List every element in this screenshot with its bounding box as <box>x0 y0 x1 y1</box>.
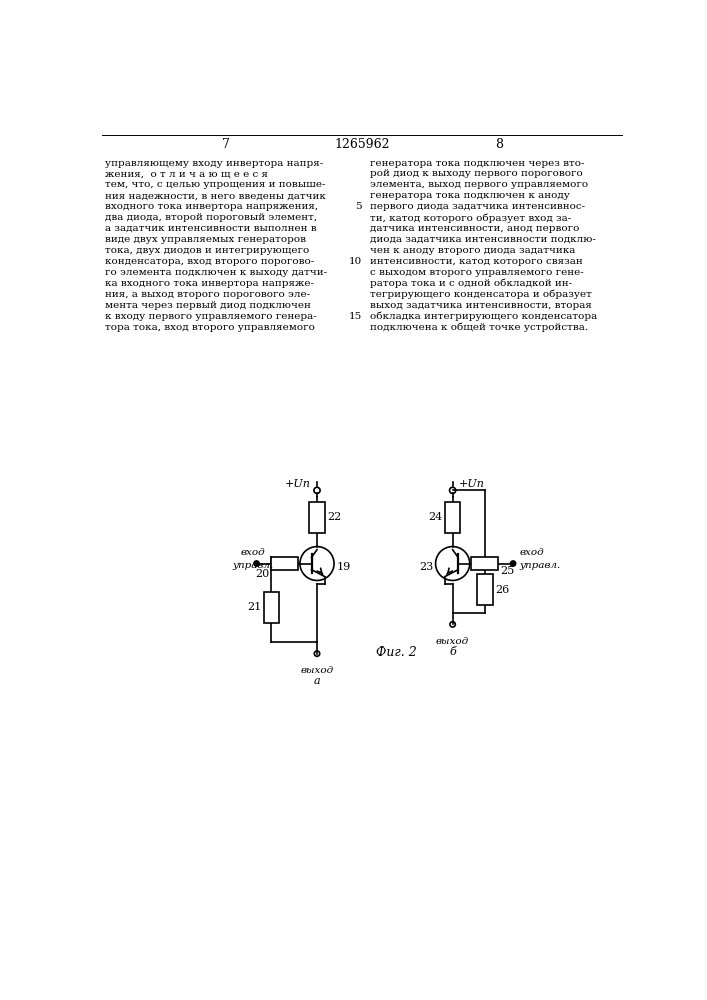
Text: 1265962: 1265962 <box>334 138 390 151</box>
Text: два диода, второй пороговый элемент,: два диода, второй пороговый элемент, <box>105 213 317 222</box>
Text: управляющему входу инвертора напря-: управляющему входу инвертора напря- <box>105 158 324 167</box>
Text: генератора тока подключен к аноду: генератора тока подключен к аноду <box>370 191 570 200</box>
Text: 10: 10 <box>349 257 362 266</box>
Bar <box>309 502 325 533</box>
Text: рой диод к выходу первого порогового: рой диод к выходу первого порогового <box>370 169 583 178</box>
Text: 20: 20 <box>255 569 269 579</box>
Text: к входу первого управляемого генера-: к входу первого управляемого генера- <box>105 312 317 321</box>
Text: 21: 21 <box>247 602 261 612</box>
Text: элемента, выход первого управляемого: элемента, выход первого управляемого <box>370 180 588 189</box>
Text: Фиг. 2: Фиг. 2 <box>376 646 417 659</box>
Text: го элемента подключен к выходу датчи-: го элемента подключен к выходу датчи- <box>105 268 327 277</box>
Text: 25: 25 <box>501 566 515 576</box>
Text: тора тока, вход второго управляемого: тора тока, вход второго управляемого <box>105 323 315 332</box>
Text: подключена к общей точке устройства.: подключена к общей точке устройства. <box>370 323 588 332</box>
Text: первого диода задатчика интенсивнос-: первого диода задатчика интенсивнос- <box>370 202 585 211</box>
Text: интенсивности, катод которого связан: интенсивности, катод которого связан <box>370 257 583 266</box>
Text: чен к аноду второго диода задатчика: чен к аноду второго диода задатчика <box>370 246 575 255</box>
Text: 5: 5 <box>356 202 362 211</box>
Text: жения,  о т л и ч а ю щ е е с я: жения, о т л и ч а ю щ е е с я <box>105 169 269 178</box>
Text: ния надежности, в него введены датчик: ния надежности, в него введены датчик <box>105 191 327 200</box>
Text: а задатчик интенсивности выполнен в: а задатчик интенсивности выполнен в <box>105 224 317 233</box>
Text: 19: 19 <box>337 562 351 572</box>
Text: 26: 26 <box>495 585 509 595</box>
Text: мента через первый диод подключен: мента через первый диод подключен <box>105 301 311 310</box>
Bar <box>264 592 279 623</box>
Text: конденсатора, вход второго порогово-: конденсатора, вход второго порогово- <box>105 257 315 266</box>
Text: генератора тока подключен через вто-: генератора тока подключен через вто- <box>370 158 584 167</box>
Text: управл.: управл. <box>232 561 274 570</box>
Bar <box>271 557 298 570</box>
Bar <box>477 574 493 605</box>
Text: диода задатчика интенсивности подклю-: диода задатчика интенсивности подклю- <box>370 235 595 244</box>
Text: выход: выход <box>300 666 334 675</box>
Text: 15: 15 <box>349 312 362 321</box>
Text: входного тока инвертора напряжения,: входного тока инвертора напряжения, <box>105 202 319 211</box>
Circle shape <box>510 561 516 566</box>
Circle shape <box>254 561 259 566</box>
Text: тегрирующего конденсатора и образует: тегрирующего конденсатора и образует <box>370 290 592 299</box>
Text: обкладка интегрирующего конденсатора: обкладка интегрирующего конденсатора <box>370 312 597 321</box>
Text: +Uп: +Uп <box>459 479 485 489</box>
Text: 7: 7 <box>221 138 230 151</box>
Text: вход: вход <box>240 548 265 557</box>
Text: ния, а выход второго порогового эле-: ния, а выход второго порогового эле- <box>105 290 310 299</box>
Text: 8: 8 <box>495 138 503 151</box>
Text: 22: 22 <box>327 512 341 522</box>
Text: вход: вход <box>519 548 544 557</box>
Text: виде двух управляемых генераторов: виде двух управляемых генераторов <box>105 235 306 244</box>
Text: тока, двух диодов и интегрирующего: тока, двух диодов и интегрирующего <box>105 246 310 255</box>
Text: ти, катод которого образует вход за-: ти, катод которого образует вход за- <box>370 213 571 223</box>
Text: выход задатчика интенсивности, вторая: выход задатчика интенсивности, вторая <box>370 301 592 310</box>
Text: 23: 23 <box>419 562 433 572</box>
Text: управл.: управл. <box>519 561 561 570</box>
Text: выход: выход <box>436 637 469 646</box>
Text: датчика интенсивности, анод первого: датчика интенсивности, анод первого <box>370 224 579 233</box>
Text: +Uп: +Uп <box>285 479 311 489</box>
Text: б: б <box>449 647 456 657</box>
Text: 24: 24 <box>428 512 443 522</box>
Text: ратора тока и с одной обкладкой ин-: ратора тока и с одной обкладкой ин- <box>370 279 572 288</box>
Text: с выходом второго управляемого гене-: с выходом второго управляемого гене- <box>370 268 583 277</box>
Bar <box>472 557 498 570</box>
Text: тем, что, с целью упрощения и повыше-: тем, что, с целью упрощения и повыше- <box>105 180 326 189</box>
Text: а: а <box>314 676 320 686</box>
Text: ка входного тока инвертора напряже-: ка входного тока инвертора напряже- <box>105 279 315 288</box>
Bar <box>445 502 460 533</box>
